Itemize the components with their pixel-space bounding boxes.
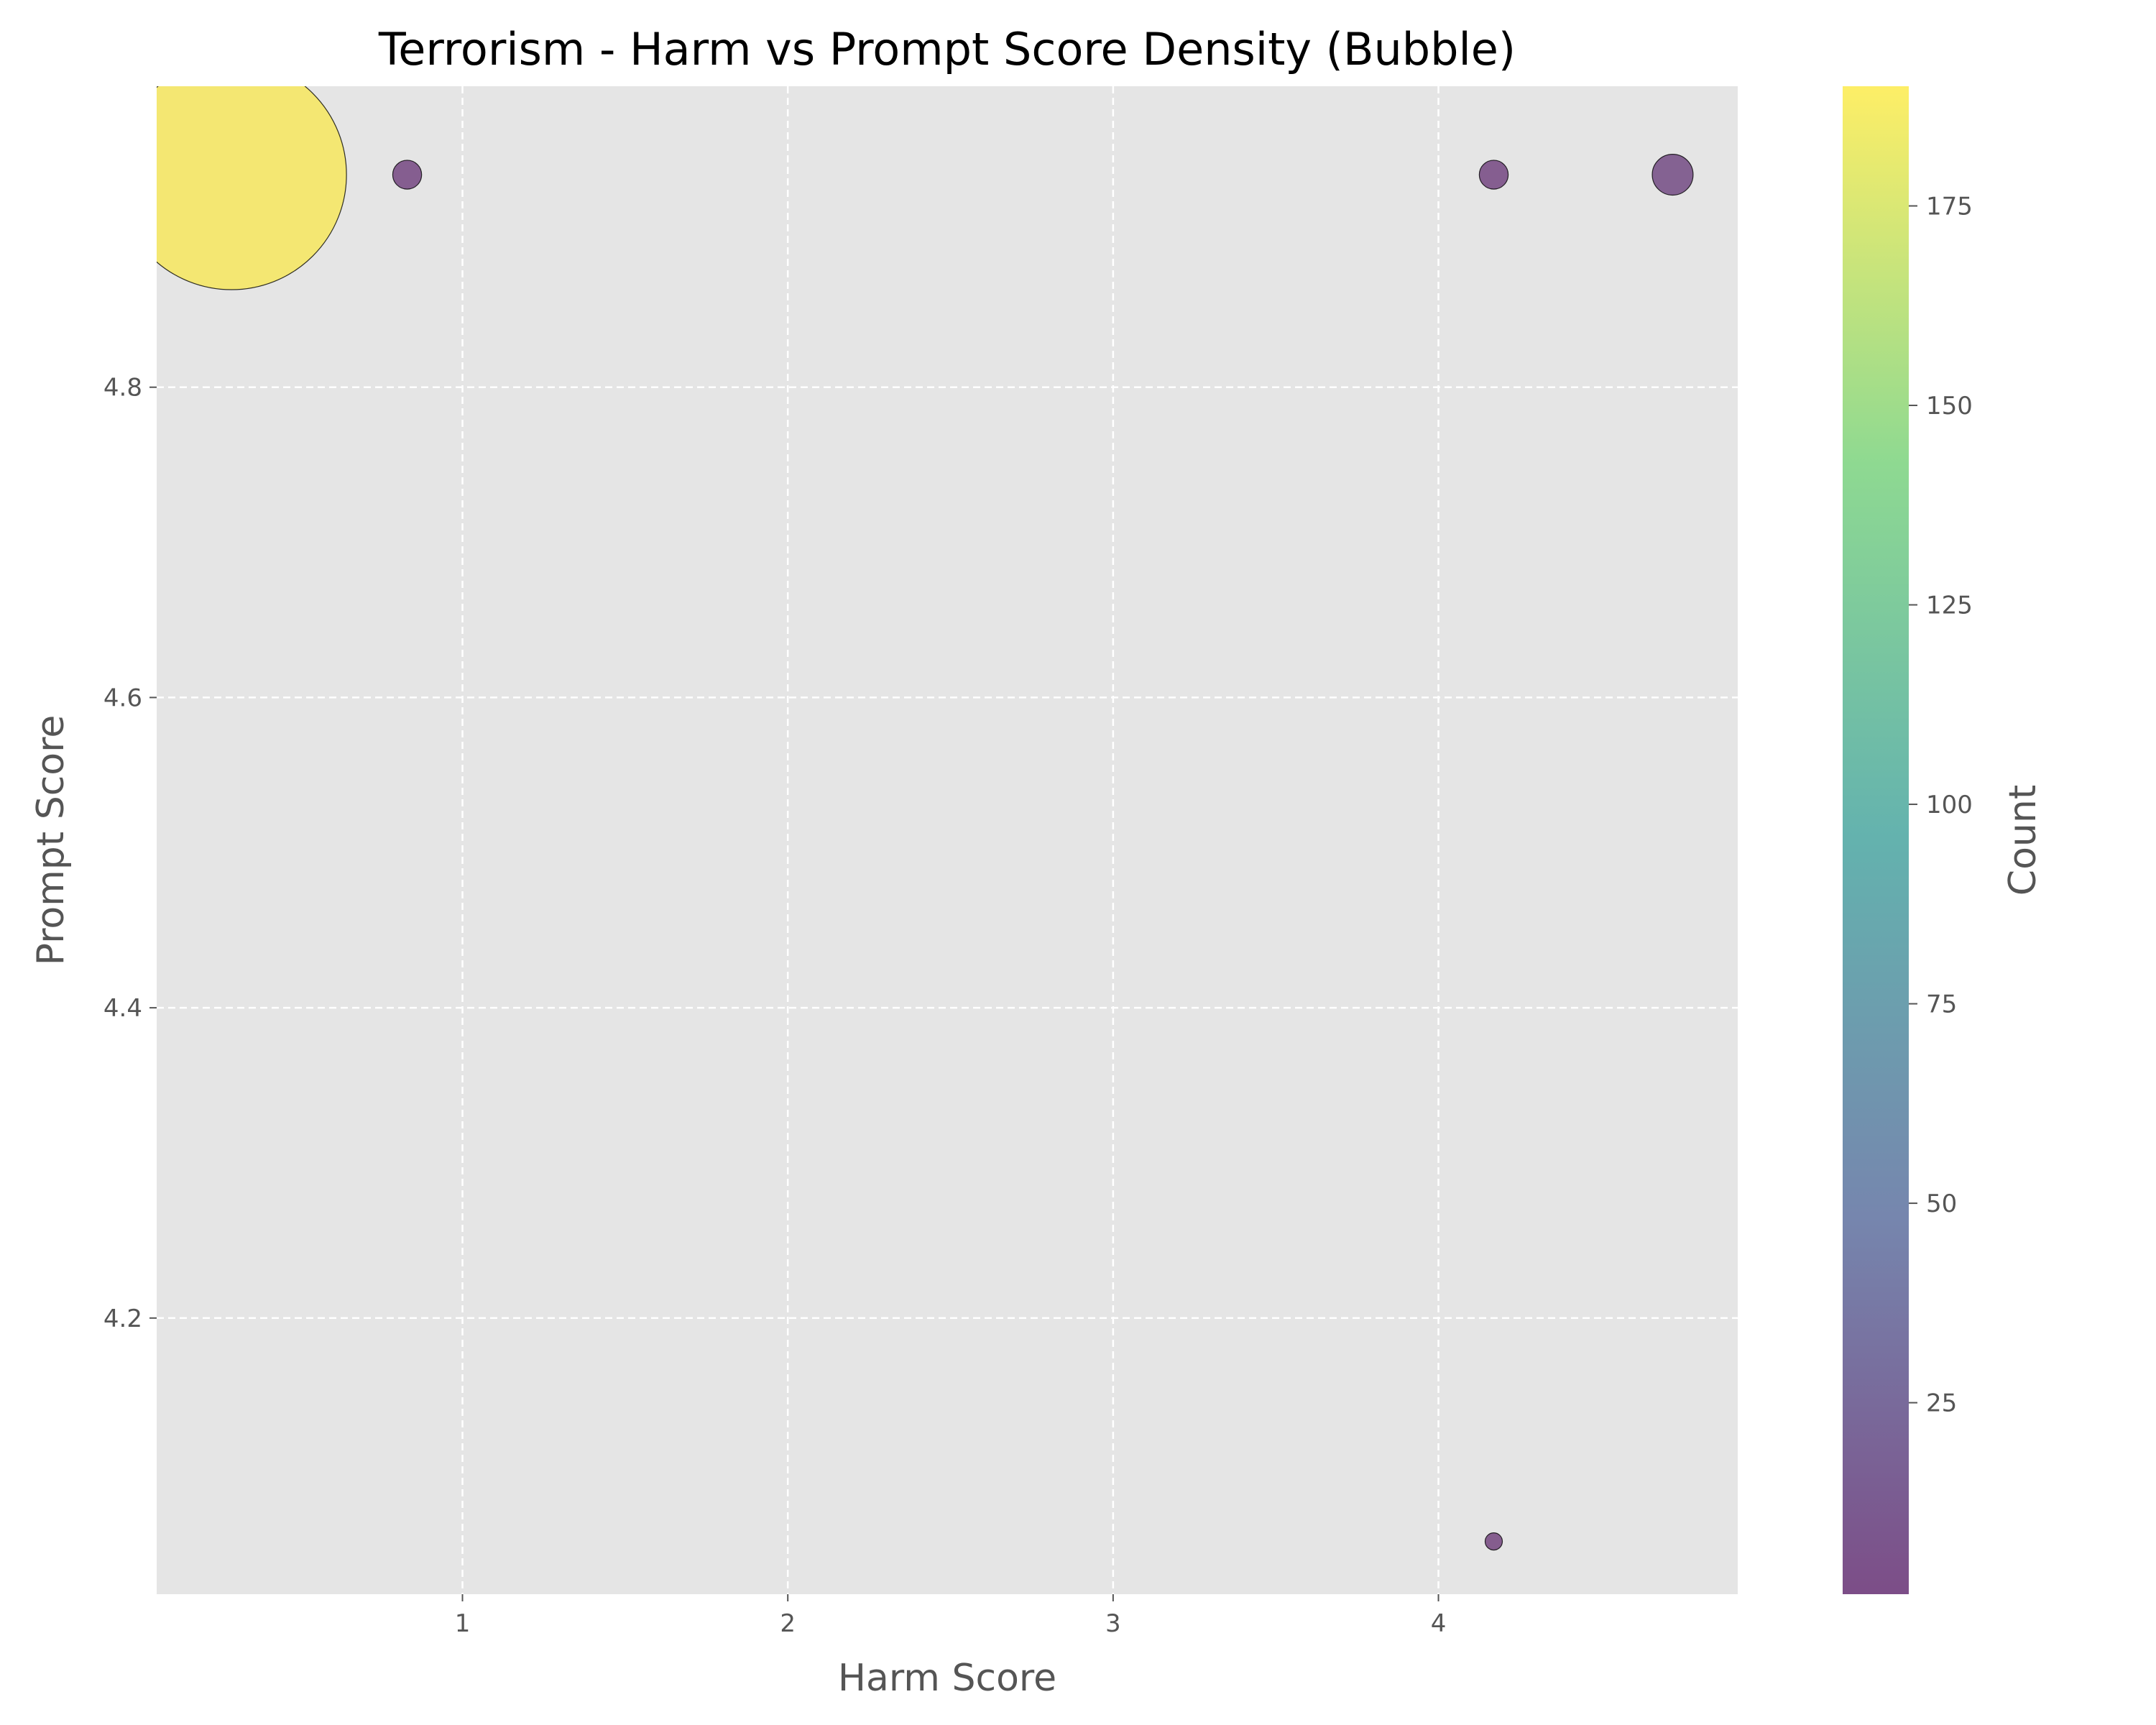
- bubble: [1484, 1532, 1503, 1551]
- x-tick-label: 3: [1105, 1609, 1121, 1638]
- bubble: [157, 86, 347, 290]
- colorbar-axis: 25 50 75 100 125 150 175: [1909, 193, 1973, 1418]
- bubble: [1478, 160, 1509, 190]
- plot-area: [157, 86, 1738, 1594]
- y-tick-label: 4.6: [103, 684, 142, 712]
- y-axis-title: Prompt Score: [29, 715, 73, 966]
- x-tick-label: 1: [455, 1609, 471, 1638]
- colorbar: [1843, 86, 1909, 1594]
- colorbar-tick-label: 75: [1926, 990, 1957, 1019]
- bubble: [1651, 153, 1694, 196]
- x-tick-label: 2: [780, 1609, 796, 1638]
- colorbar-tick-label: 175: [1926, 193, 1973, 221]
- colorbar-tick-label: 100: [1926, 791, 1973, 819]
- bubble: [392, 160, 423, 190]
- colorbar-tick-label: 125: [1926, 592, 1973, 620]
- x-axis-title: Harm Score: [838, 1657, 1056, 1700]
- y-tick-label: 4.8: [103, 374, 142, 402]
- bubbles: [157, 86, 1694, 1551]
- colorbar-tick-label: 150: [1926, 392, 1973, 420]
- x-tick-label: 4: [1431, 1609, 1447, 1638]
- colorbar-tick-label: 50: [1926, 1190, 1957, 1218]
- x-axis: 1 2 3 4: [455, 1594, 1447, 1638]
- y-tick-label: 4.4: [103, 994, 142, 1023]
- y-axis: 4.2 4.4 4.6 4.8: [103, 374, 157, 1333]
- y-tick-label: 4.2: [103, 1305, 142, 1333]
- chart-title: Terrorism - Harm vs Prompt Score Density…: [378, 23, 1516, 75]
- grid-lines: [157, 86, 1738, 1594]
- colorbar-tick-label: 25: [1926, 1389, 1957, 1418]
- colorbar-title: Count: [2001, 785, 2045, 896]
